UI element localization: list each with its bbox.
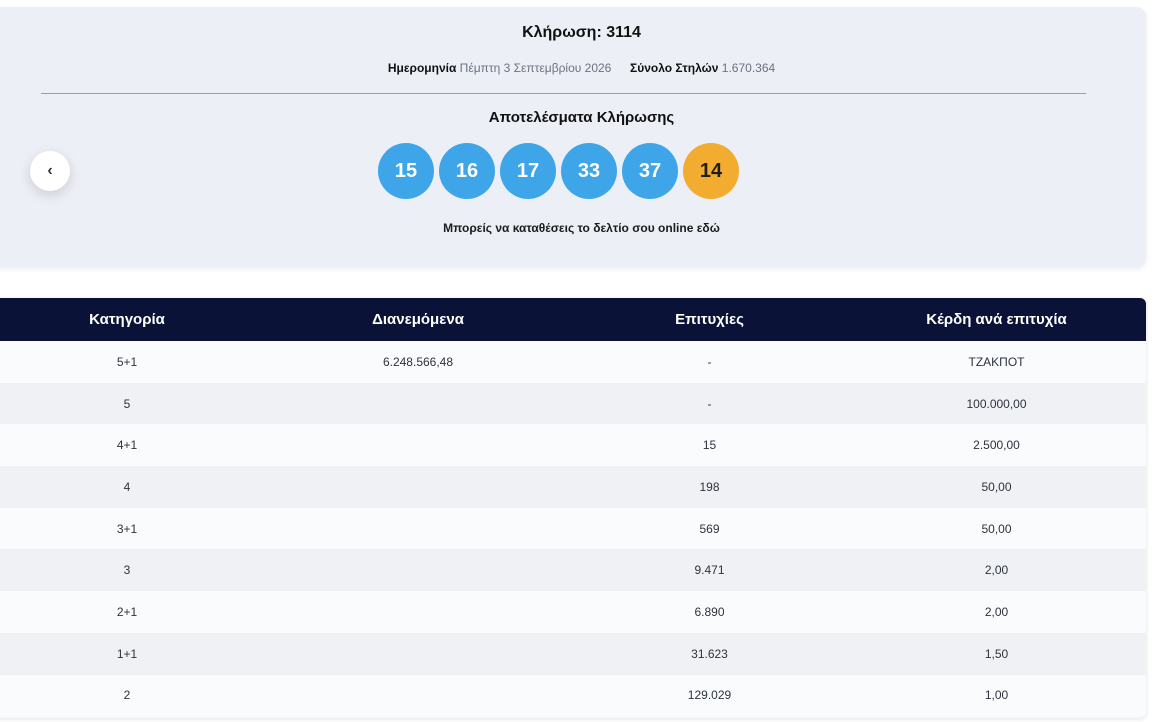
cell-distributed: 6.248.566,48 [382,354,454,369]
cell-distributed [264,424,572,466]
table-row: 1+1 31.623 1,50 [0,632,1146,675]
cell-distributed [264,549,572,591]
cell-prize: ΤΖΑΚΠΟΤ [968,354,1025,369]
cell-prize: 2,00 [984,604,1009,619]
draw-summary-card [0,7,1146,267]
cell-category: 5 [123,396,131,411]
cell-prize: 100.000,00 [966,396,1027,411]
cell-prize: 50,00 [981,521,1012,536]
winning-numbers: 15 16 17 33 37 14 [378,143,739,199]
cell-prize: 2.500,00 [973,438,1020,453]
table-row: 4+1 15 2.500,00 [0,424,1146,467]
cell-category: 1+1 [116,646,138,661]
prize-table: Κατηγορία Διανεμόμενα Επιτυχίες Κέρδη αν… [0,298,1146,718]
cell-distributed [264,383,572,425]
chevron-left-icon: ‹ [47,162,53,179]
cell-category: 3+1 [116,521,138,536]
number-ball: 33 [561,143,617,199]
cell-winners: 6.890 [694,604,725,619]
cell-winners: 198 [699,479,720,494]
cell-category: 3 [123,563,131,578]
header-prize: Κέρδη ανά επιτυχία [926,311,1067,328]
cell-category: 2+1 [116,604,138,619]
online-bet-link[interactable]: Μπορείς να καταθέσεις το δελτίο σου onli… [443,221,720,235]
date-label: Ημερομηνία [387,61,457,75]
table-row: 4 198 50,00 [0,466,1146,508]
cell-category: 4+1 [116,438,138,453]
cell-distributed [264,633,572,675]
cell-prize: 2,00 [984,563,1009,578]
table-row: 3 9.471 2,00 [0,549,1146,592]
cell-winners: - [707,396,712,411]
cell-winners: 569 [699,521,720,536]
cell-category: 4 [123,479,131,494]
draw-meta: Ημερομηνία Πέμπτη 3 Σεπτεμβρίου 2026 Σύν… [0,61,1163,75]
cell-distributed [264,466,572,508]
cell-prize: 1,50 [984,646,1009,661]
number-ball: 17 [500,143,556,199]
cell-winners: 31.623 [691,646,728,661]
results-title: Αποτελέσματα Κλήρωσης [488,109,675,126]
cell-prize: 50,00 [981,479,1012,494]
cell-winners: - [707,354,712,369]
cell-distributed [264,508,572,550]
cell-distributed [264,675,572,717]
divider [41,93,1086,94]
table-row: 5 - 100.000,00 [0,382,1146,425]
table-row: 3+1 569 50,00 [0,507,1146,550]
columns-label: Σύνολο Στηλών [630,61,719,75]
table-row: 2+1 6.890 2,00 [0,591,1146,633]
number-ball: 15 [378,143,434,199]
cell-winners: 129.029 [687,688,732,703]
date-value: Πέμπτη 3 Σεπτεμβρίου 2026 [459,61,612,75]
bonus-number-ball: 14 [683,143,739,199]
draw-title: Κλήρωση: 3114 [522,24,641,41]
header-winners: Επιτυχίες [675,311,744,328]
cell-prize: 1,00 [984,688,1009,703]
cell-category: 2 [123,688,131,703]
previous-draw-button[interactable]: ‹ [30,151,70,191]
table-header-row: Κατηγορία Διανεμόμενα Επιτυχίες Κέρδη αν… [0,298,1146,341]
cell-winners: 9.471 [694,563,725,578]
header-category: Κατηγορία [89,311,165,328]
header-distributed: Διανεμόμενα [372,311,464,328]
number-ball: 16 [439,143,495,199]
table-row: 2 129.029 1,00 [0,674,1146,717]
cell-winners: 15 [702,438,717,453]
cell-distributed [264,591,572,633]
table-row: 5+1 6.248.566,48 - ΤΖΑΚΠΟΤ [0,341,1146,383]
cell-category: 5+1 [116,354,138,369]
columns-value: 1.670.364 [721,61,776,75]
number-ball: 37 [622,143,678,199]
